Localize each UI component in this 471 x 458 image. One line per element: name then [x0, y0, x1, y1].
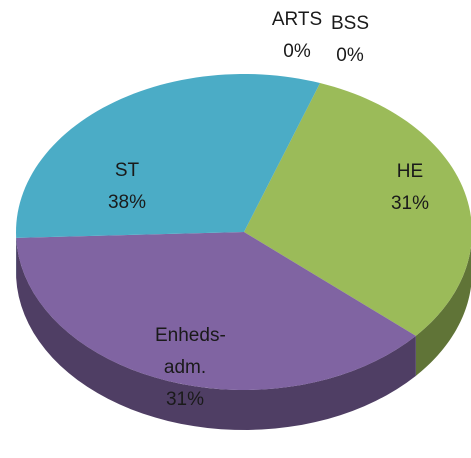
slice-label: Enheds-adm. 31%	[155, 320, 226, 416]
pie-slice	[16, 74, 321, 238]
slice-label: ARTS 0%	[267, 4, 327, 68]
slice-label: BSS 0%	[320, 8, 380, 72]
value-label: 31%	[390, 193, 430, 214]
category-label: HE	[396, 161, 424, 182]
value-label: 0%	[336, 45, 364, 66]
slice-label: HE 31%	[380, 156, 440, 220]
value-label: 0%	[283, 41, 311, 62]
category-label: Enheds-adm.	[155, 325, 226, 378]
slice-side	[16, 237, 416, 430]
slice-label: ST 38%	[87, 155, 167, 219]
category-label: ARTS	[271, 9, 323, 30]
category-label: BSS	[330, 13, 370, 34]
slice-side	[415, 246, 471, 376]
pie-slice	[244, 83, 471, 336]
pie-slice	[16, 232, 416, 390]
value-label: 31%	[165, 389, 205, 410]
value-label: 38%	[107, 192, 147, 213]
category-label: ST	[114, 160, 140, 181]
